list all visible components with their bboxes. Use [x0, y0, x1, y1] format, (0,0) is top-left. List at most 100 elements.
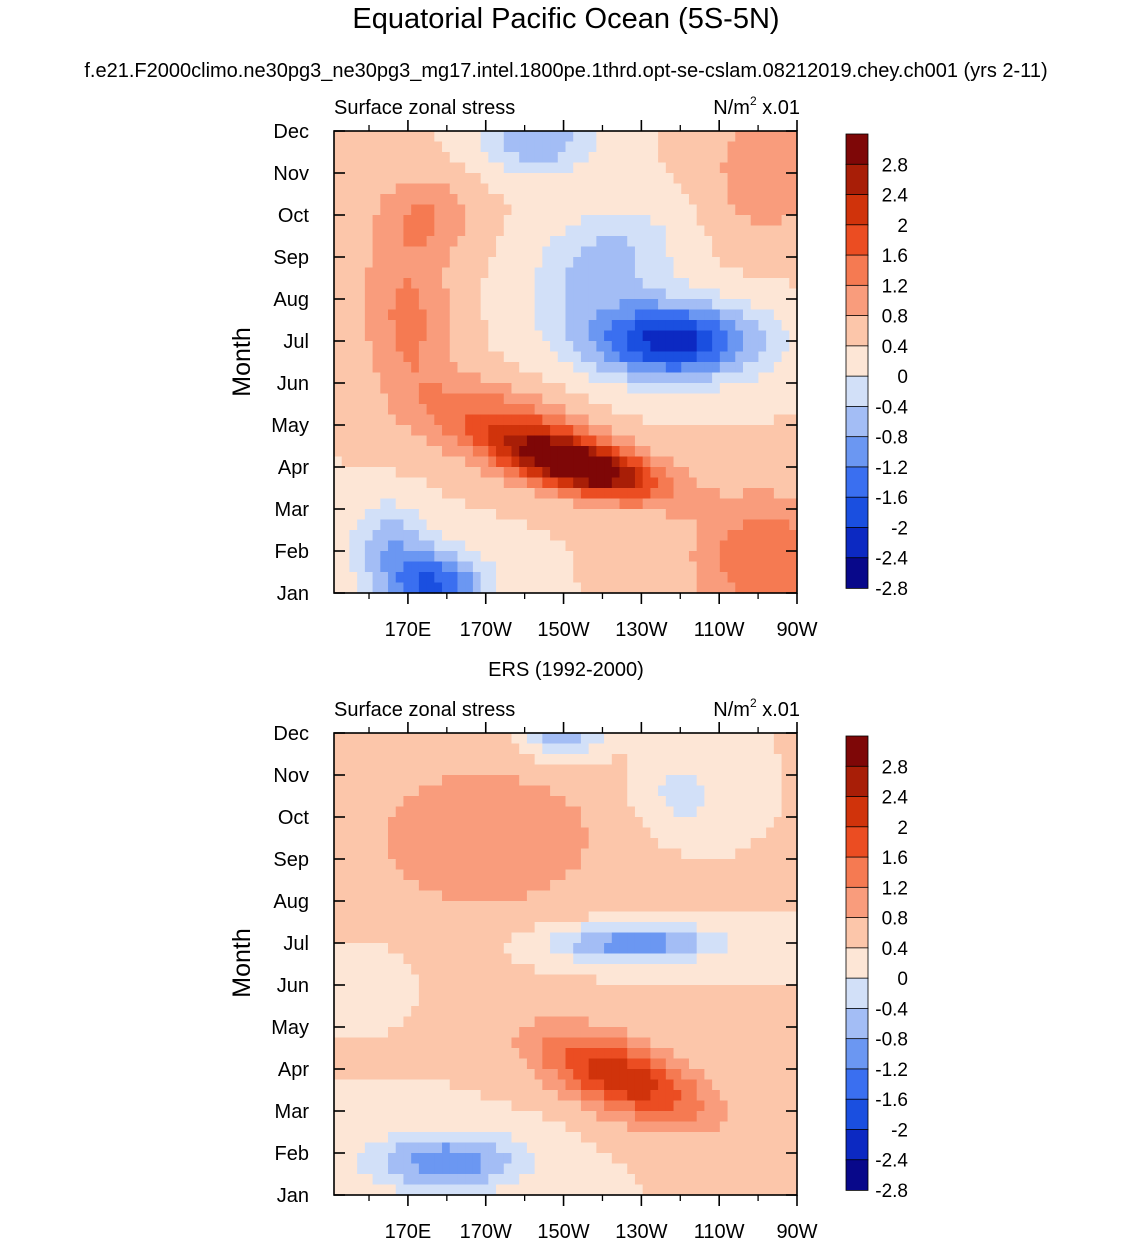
ers-contour-cell [427, 1122, 435, 1133]
ers-contour-cell [365, 870, 373, 881]
model-contour-cell [519, 320, 527, 331]
model-contour-cell [627, 247, 635, 258]
model-contour-cell [735, 236, 743, 247]
model-contour-cell [481, 257, 489, 268]
ers-contour-cell [334, 891, 342, 902]
ers-contour-cell [419, 859, 427, 870]
model-contour-cell [658, 352, 666, 363]
model-contour-cell [782, 289, 790, 300]
ers-contour-cell [627, 1038, 635, 1049]
model-contour-cell [481, 404, 489, 415]
model-contour-cell [743, 425, 751, 436]
model-contour-cell [504, 257, 512, 268]
ers-contour-cell [658, 828, 666, 839]
ers-contour-cell [511, 1069, 519, 1080]
ers-contour-cell [411, 775, 419, 786]
ers-contour-cell [550, 1027, 558, 1038]
model-contour-cell [689, 289, 697, 300]
model-contour-cell [674, 194, 682, 205]
model-contour-cell [511, 131, 519, 142]
ers-contour-cell [712, 859, 720, 870]
ers-contour-cell [620, 1059, 628, 1070]
ers-contour-cell [550, 891, 558, 902]
model-contour-cell [650, 289, 658, 300]
ers-contour-cell [689, 754, 697, 765]
model-contour-cell [496, 499, 504, 510]
ers-contour-cell [465, 786, 473, 797]
model-colorbar-box [846, 346, 868, 377]
ers-contour-cell [604, 985, 612, 996]
model-contour-cell [697, 331, 705, 342]
model-contour-cell [604, 163, 612, 174]
ers-contour-cell [658, 922, 666, 933]
model-contour-cell [519, 205, 527, 216]
ers-contour-cell [558, 954, 566, 965]
model-contour-cell [527, 310, 535, 321]
ers-contour-cell [581, 1017, 589, 1028]
model-contour-cell [427, 415, 435, 426]
model-contour-cell [473, 194, 481, 205]
ers-contour-cell [596, 1080, 604, 1091]
model-contour-cell [511, 446, 519, 457]
ers-contour-cell [751, 1017, 759, 1028]
ers-contour-cell [442, 838, 450, 849]
ers-contour-cell [658, 1069, 666, 1080]
model-contour-cell [643, 509, 651, 520]
ers-contour-cell [558, 744, 566, 755]
model-contour-cell [527, 226, 535, 237]
model-contour-cell [735, 394, 743, 405]
model-contour-cell [403, 310, 411, 321]
ers-contour-cell [419, 1101, 427, 1112]
model-contour-cell [550, 499, 558, 510]
model-contour-cell [743, 310, 751, 321]
model-contour-cell [535, 467, 543, 478]
ers-contour-cell [596, 1006, 604, 1017]
ers-contour-cell [743, 985, 751, 996]
ers-contour-cell [434, 828, 442, 839]
ers-contour-cell [666, 744, 674, 755]
ers-contour-cell [403, 922, 411, 933]
ers-contour-cell [627, 964, 635, 975]
ers-contour-cell [473, 901, 481, 912]
model-contour-cell [504, 268, 512, 279]
model-contour-cell [380, 173, 388, 184]
ers-contour-cell [434, 943, 442, 954]
ers-contour-cell [566, 891, 574, 902]
ers-contour-cell [728, 807, 736, 818]
ers-contour-cell [712, 1069, 720, 1080]
model-contour-cell [504, 467, 512, 478]
model-contour-cell [373, 583, 381, 594]
ers-contour-cell [720, 985, 728, 996]
model-contour-cell [566, 362, 574, 373]
ers-contour-cell [542, 1111, 550, 1122]
ers-contour-cell [535, 817, 543, 828]
ers-contour-cell [674, 1090, 682, 1101]
ers-contour-cell [643, 796, 651, 807]
model-contour-cell [558, 268, 566, 279]
model-contour-cell [627, 562, 635, 573]
ers-contour-cell [774, 943, 782, 954]
ers-contour-cell [535, 807, 543, 818]
ers-contour-cell [457, 1048, 465, 1059]
ers-contour-cell [735, 1090, 743, 1101]
ers-contour-cell [712, 1080, 720, 1091]
ers-contour-cell [527, 964, 535, 975]
model-contour-cell [743, 488, 751, 499]
model-contour-cell [720, 131, 728, 142]
model-contour-cell [535, 478, 543, 489]
model-contour-cell [766, 509, 774, 520]
ers-contour-cell [735, 922, 743, 933]
model-contour-cell [388, 142, 396, 153]
ers-contour-cell [419, 744, 427, 755]
model-contour-cell [774, 551, 782, 562]
ers-contour-cell [488, 744, 496, 755]
model-contour-cell [643, 152, 651, 163]
model-ytick-label: Jun [277, 373, 309, 395]
model-contour-cell [712, 310, 720, 321]
model-contour-cell [751, 341, 759, 352]
model-contour-cell [674, 551, 682, 562]
model-contour-cell [689, 530, 697, 541]
ers-contour-cell [342, 733, 350, 744]
model-contour-cell [427, 383, 435, 394]
model-contour-cell [635, 457, 643, 468]
